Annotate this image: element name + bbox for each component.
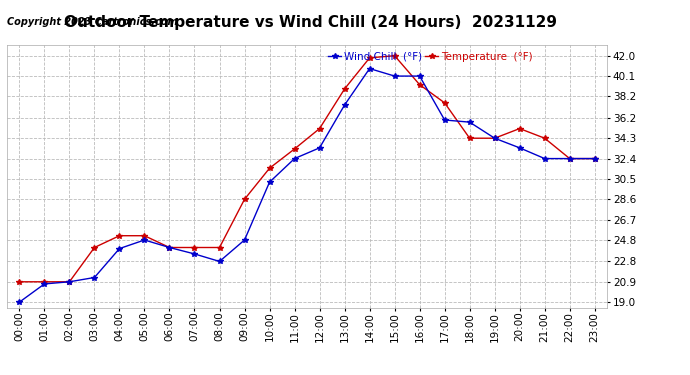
Wind Chill  (°F) [491, 136, 499, 141]
Wind Chill  (°F) [566, 156, 574, 161]
Temperature  (°F) [215, 245, 224, 250]
Temperature  (°F) [340, 87, 348, 91]
Wind Chill  (°F) [415, 74, 424, 78]
Wind Chill  (°F) [266, 180, 274, 184]
Wind Chill  (°F) [215, 259, 224, 264]
Wind Chill  (°F) [315, 146, 324, 150]
Temperature  (°F) [440, 100, 449, 105]
Wind Chill  (°F) [366, 66, 374, 71]
Wind Chill  (°F) [40, 282, 48, 286]
Temperature  (°F) [415, 82, 424, 87]
Temperature  (°F) [466, 136, 474, 141]
Temperature  (°F) [166, 245, 174, 250]
Temperature  (°F) [40, 279, 48, 284]
Wind Chill  (°F) [190, 252, 199, 256]
Temperature  (°F) [290, 147, 299, 151]
Temperature  (°F) [366, 56, 374, 60]
Temperature  (°F) [315, 126, 324, 131]
Wind Chill  (°F) [466, 120, 474, 124]
Wind Chill  (°F) [166, 245, 174, 250]
Temperature  (°F) [391, 54, 399, 58]
Text: Copyright 2023 Cartronics.com: Copyright 2023 Cartronics.com [7, 16, 177, 27]
Wind Chill  (°F) [591, 156, 599, 161]
Temperature  (°F) [115, 234, 124, 238]
Wind Chill  (°F) [15, 300, 23, 304]
Wind Chill  (°F) [540, 156, 549, 161]
Temperature  (°F) [140, 234, 148, 238]
Temperature  (°F) [591, 156, 599, 161]
Temperature  (°F) [66, 279, 74, 284]
Temperature  (°F) [190, 245, 199, 250]
Wind Chill  (°F) [515, 146, 524, 150]
Temperature  (°F) [515, 126, 524, 131]
Wind Chill  (°F) [90, 275, 99, 280]
Temperature  (°F) [90, 245, 99, 250]
Wind Chill  (°F) [240, 238, 248, 242]
Temperature  (°F) [491, 136, 499, 141]
Wind Chill  (°F) [391, 74, 399, 78]
Temperature  (°F) [15, 279, 23, 284]
Text: Outdoor Temperature vs Wind Chill (24 Hours)  20231129: Outdoor Temperature vs Wind Chill (24 Ho… [64, 15, 557, 30]
Line: Temperature  (°F): Temperature (°F) [17, 53, 598, 285]
Wind Chill  (°F) [66, 279, 74, 284]
Temperature  (°F) [240, 197, 248, 201]
Wind Chill  (°F) [440, 118, 449, 122]
Wind Chill  (°F) [290, 156, 299, 161]
Temperature  (°F) [540, 136, 549, 141]
Legend: Wind Chill  (°F), Temperature  (°F): Wind Chill (°F), Temperature (°F) [324, 48, 537, 66]
Temperature  (°F) [266, 166, 274, 171]
Wind Chill  (°F) [140, 238, 148, 242]
Wind Chill  (°F) [340, 103, 348, 107]
Line: Wind Chill  (°F): Wind Chill (°F) [17, 66, 598, 305]
Wind Chill  (°F) [115, 246, 124, 251]
Temperature  (°F) [566, 156, 574, 161]
